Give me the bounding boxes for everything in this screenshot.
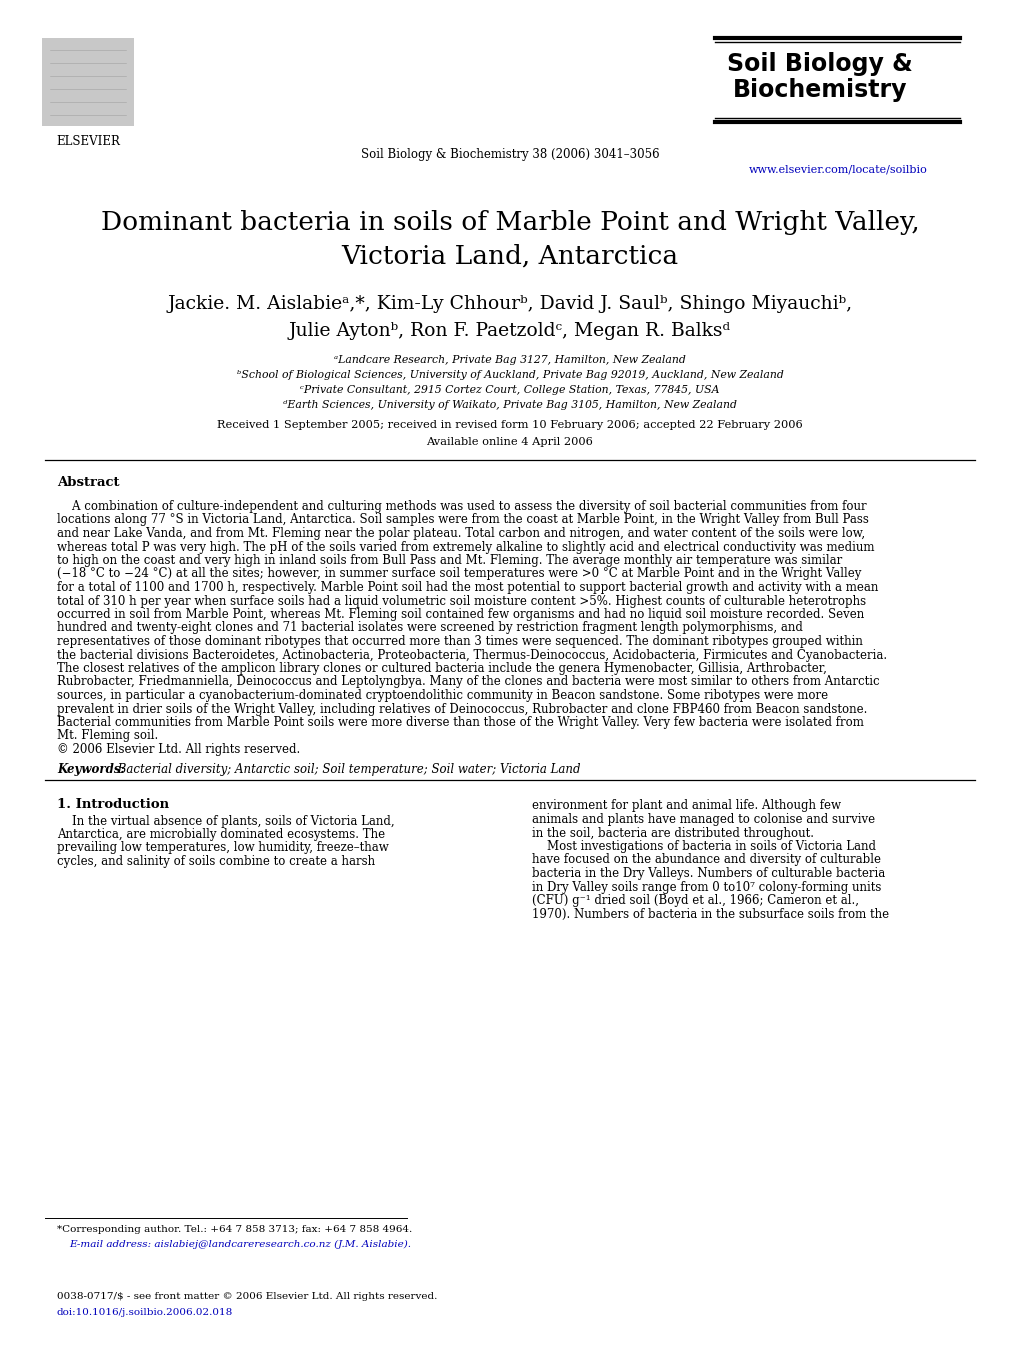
Text: prevalent in drier soils of the Wright Valley, including relatives of Deinococcu: prevalent in drier soils of the Wright V…: [57, 703, 866, 715]
Text: ᵃLandcare Research, Private Bag 3127, Hamilton, New Zealand: ᵃLandcare Research, Private Bag 3127, Ha…: [334, 355, 685, 366]
Text: Bacterial diversity; Antarctic soil; Soil temperature; Soil water; Victoria Land: Bacterial diversity; Antarctic soil; Soi…: [114, 762, 580, 776]
Text: Received 1 September 2005; received in revised form 10 February 2006; accepted 2: Received 1 September 2005; received in r…: [217, 420, 802, 429]
Text: The closest relatives of the amplicon library clones or cultured bacteria includ: The closest relatives of the amplicon li…: [57, 662, 826, 675]
Text: locations along 77 °S in Victoria Land, Antarctica. Soil samples were from the c: locations along 77 °S in Victoria Land, …: [57, 514, 868, 526]
Text: ELSEVIER: ELSEVIER: [56, 135, 120, 148]
Text: Victoria Land, Antarctica: Victoria Land, Antarctica: [341, 245, 678, 269]
Text: and near Lake Vanda, and from Mt. Fleming near the polar plateau. Total carbon a: and near Lake Vanda, and from Mt. Flemin…: [57, 527, 864, 540]
Text: Julie Aytonᵇ, Ron F. Paetzoldᶜ, Megan R. Balksᵈ: Julie Aytonᵇ, Ron F. Paetzoldᶜ, Megan R.…: [288, 322, 731, 340]
Text: Jackie. M. Aislabieᵃ,*, Kim-Ly Chhourᵇ, David J. Saulᵇ, Shingo Miyauchiᵇ,: Jackie. M. Aislabieᵃ,*, Kim-Ly Chhourᵇ, …: [167, 295, 852, 313]
Text: environment for plant and animal life. Although few: environment for plant and animal life. A…: [532, 799, 841, 813]
Text: bacteria in the Dry Valleys. Numbers of culturable bacteria: bacteria in the Dry Valleys. Numbers of …: [532, 867, 884, 881]
Text: ᵈEarth Sciences, University of Waikato, Private Bag 3105, Hamilton, New Zealand: ᵈEarth Sciences, University of Waikato, …: [282, 400, 737, 410]
Text: hundred and twenty-eight clones and 71 bacterial isolates were screened by restr: hundred and twenty-eight clones and 71 b…: [57, 621, 802, 635]
Text: animals and plants have managed to colonise and survive: animals and plants have managed to colon…: [532, 813, 874, 826]
Text: cycles, and salinity of soils combine to create a harsh: cycles, and salinity of soils combine to…: [57, 855, 375, 868]
Text: for a total of 1100 and 1700 h, respectively. Marble Point soil had the most pot: for a total of 1100 and 1700 h, respecti…: [57, 582, 877, 594]
Text: www.elsevier.com/locate/soilbio: www.elsevier.com/locate/soilbio: [748, 164, 926, 174]
Text: total of 310 h per year when surface soils had a liquid volumetric soil moisture: total of 310 h per year when surface soi…: [57, 594, 865, 607]
Text: Available online 4 April 2006: Available online 4 April 2006: [426, 438, 593, 447]
Text: Antarctica, are microbially dominated ecosystems. The: Antarctica, are microbially dominated ec…: [57, 828, 385, 841]
Bar: [42, 38, 133, 126]
Text: doi:10.1016/j.soilbio.2006.02.018: doi:10.1016/j.soilbio.2006.02.018: [57, 1307, 233, 1317]
Text: 0038-0717/$ - see front matter © 2006 Elsevier Ltd. All rights reserved.: 0038-0717/$ - see front matter © 2006 El…: [57, 1292, 437, 1301]
Text: have focused on the abundance and diversity of culturable: have focused on the abundance and divers…: [532, 853, 880, 867]
Text: In the virtual absence of plants, soils of Victoria Land,: In the virtual absence of plants, soils …: [57, 814, 394, 828]
Text: Dominant bacteria in soils of Marble Point and Wright Valley,: Dominant bacteria in soils of Marble Poi…: [101, 211, 918, 235]
Text: 1. Introduction: 1. Introduction: [57, 798, 169, 810]
Text: representatives of those dominant ribotypes that occurred more than 3 times were: representatives of those dominant riboty…: [57, 635, 862, 648]
Text: Biochemistry: Biochemistry: [732, 77, 906, 102]
Text: Abstract: Abstract: [57, 476, 119, 489]
Text: sources, in particular a cyanobacterium-dominated cryptoendolithic community in : sources, in particular a cyanobacterium-…: [57, 689, 827, 703]
Text: Soil Biology & Biochemistry 38 (2006) 3041–3056: Soil Biology & Biochemistry 38 (2006) 30…: [361, 148, 658, 160]
Text: Soil Biology &: Soil Biology &: [727, 52, 912, 76]
Text: prevailing low temperatures, low humidity, freeze–thaw: prevailing low temperatures, low humidit…: [57, 841, 388, 855]
Text: A combination of culture-independent and culturing methods was used to assess th: A combination of culture-independent and…: [57, 500, 866, 512]
Text: ᵇSchool of Biological Sciences, University of Auckland, Private Bag 92019, Auckl: ᵇSchool of Biological Sciences, Universi…: [236, 370, 783, 381]
Text: Rubrobacter, Friedmanniella, Deinococcus and Leptolyngbya. Many of the clones an: Rubrobacter, Friedmanniella, Deinococcus…: [57, 675, 878, 689]
Text: Most investigations of bacteria in soils of Victoria Land: Most investigations of bacteria in soils…: [532, 840, 875, 853]
Text: ᶜPrivate Consultant, 2915 Cortez Court, College Station, Texas, 77845, USA: ᶜPrivate Consultant, 2915 Cortez Court, …: [300, 385, 719, 395]
Text: Bacterial communities from Marble Point soils were more diverse than those of th: Bacterial communities from Marble Point …: [57, 716, 863, 728]
Text: occurred in soil from Marble Point, whereas Mt. Fleming soil contained few organ: occurred in soil from Marble Point, wher…: [57, 607, 863, 621]
Text: Mt. Fleming soil.: Mt. Fleming soil.: [57, 730, 158, 742]
Text: in Dry Valley soils range from 0 to10⁷ colony-forming units: in Dry Valley soils range from 0 to10⁷ c…: [532, 881, 880, 893]
Text: © 2006 Elsevier Ltd. All rights reserved.: © 2006 Elsevier Ltd. All rights reserved…: [57, 743, 300, 756]
Text: whereas total P was very high. The pH of the soils varied from extremely alkalin: whereas total P was very high. The pH of…: [57, 541, 873, 553]
Text: 1970). Numbers of bacteria in the subsurface soils from the: 1970). Numbers of bacteria in the subsur…: [532, 908, 889, 920]
Text: E-mail address: aislabiej@landcareresearch.co.nz (J.M. Aislabie).: E-mail address: aislabiej@landcareresear…: [69, 1239, 411, 1249]
Text: in the soil, bacteria are distributed throughout.: in the soil, bacteria are distributed th…: [532, 826, 813, 840]
Text: (−18 °C to −24 °C) at all the sites; however, in summer surface soil temperature: (−18 °C to −24 °C) at all the sites; how…: [57, 568, 860, 580]
Text: (CFU) g⁻¹ dried soil (Boyd et al., 1966; Cameron et al.,: (CFU) g⁻¹ dried soil (Boyd et al., 1966;…: [532, 894, 858, 906]
Text: the bacterial divisions Bacteroidetes, Actinobacteria, Proteobacteria, Thermus-D: the bacterial divisions Bacteroidetes, A…: [57, 648, 887, 662]
Text: Keywords:: Keywords:: [57, 762, 124, 776]
Text: to high on the coast and very high in inland soils from Bull Pass and Mt. Flemin: to high on the coast and very high in in…: [57, 554, 842, 567]
Text: *Corresponding author. Tel.: +64 7 858 3713; fax: +64 7 858 4964.: *Corresponding author. Tel.: +64 7 858 3…: [57, 1224, 412, 1234]
